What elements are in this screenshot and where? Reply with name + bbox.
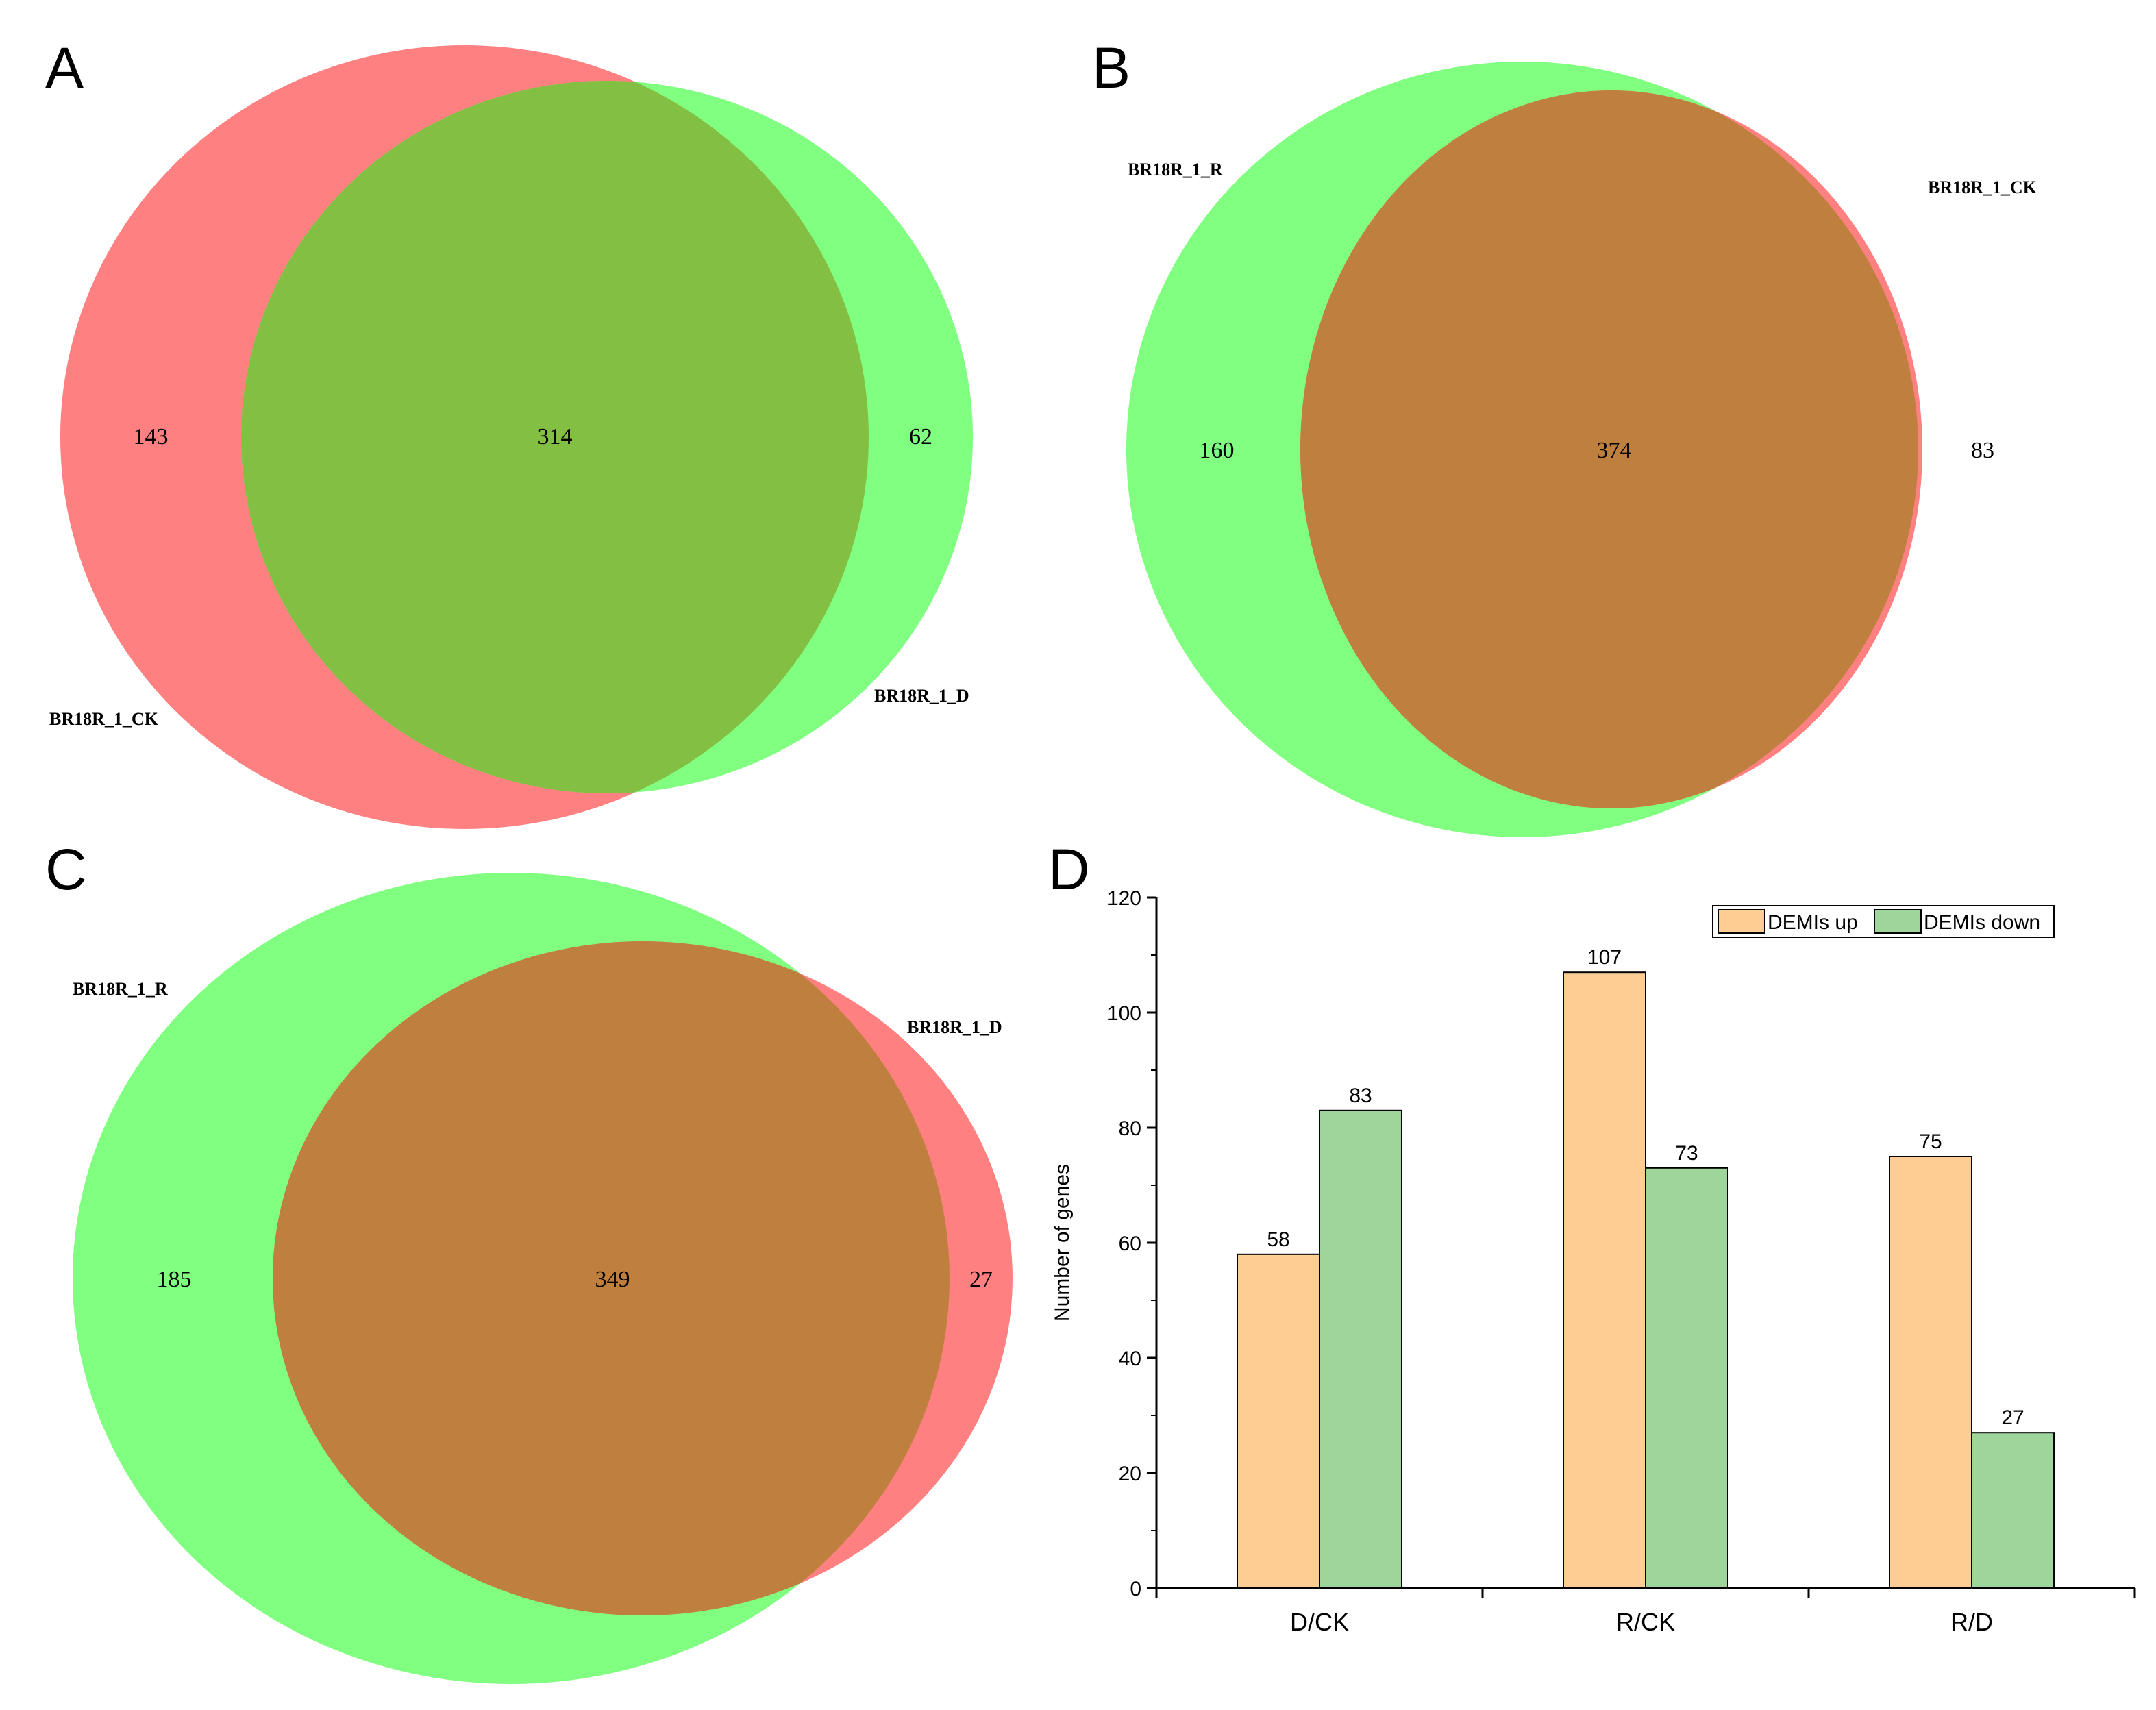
bar-demis-down [1319, 1109, 1402, 1589]
legend-label-down: DEMIs down [1924, 911, 2040, 934]
venn-a-overlap-count: 314 [538, 424, 573, 449]
y-tick-label: 60 [1119, 1232, 1141, 1255]
y-axis-label: Number of genes [1051, 1164, 1074, 1322]
venn-c-right-label: BR18R_1_D [907, 1017, 1002, 1037]
bar-chart-panel-d: D Number of genes 0 20 40 60 80 100 120 58 83 10… [1048, 837, 2136, 1636]
venn-c-right-count: 27 [969, 1267, 993, 1292]
bar-value-label: 75 [1919, 1130, 1942, 1153]
bar-demis-down [1971, 1432, 2055, 1589]
panel-letter-a: A [45, 36, 84, 100]
y-tick-label: 40 [1119, 1348, 1141, 1370]
x-ticks [1155, 1588, 2136, 1598]
y-tick-label: 80 [1119, 1117, 1141, 1140]
x-category-label: D/CK [1290, 1608, 1349, 1636]
venn-panel-b: B 160 374 83 BR18R_1_R BR18R_1_CK [1092, 36, 2037, 837]
venn-a-left-label: BR18R_1_CK [49, 709, 159, 729]
bar-demis-down [1645, 1167, 1728, 1589]
legend: DEMIs up DEMIs down [1712, 905, 2055, 938]
panel-letter-d: D [1048, 837, 1090, 902]
y-tick-label: 120 [1107, 887, 1141, 910]
y-ticks: 0 20 40 60 80 100 120 [1107, 887, 1156, 1600]
venn-a-right-label: BR18R_1_D [874, 686, 969, 706]
y-tick-label: 100 [1107, 1002, 1141, 1025]
y-tick-label: 20 [1119, 1463, 1141, 1485]
bar-value-label: 27 [2001, 1407, 2024, 1429]
venn-panel-c: C 185 349 27 BR18R_1_R BR18R_1_D [45, 837, 1013, 1684]
venn-panel-a: A 143 314 62 BR18R_1_CK BR18R_1_D [45, 36, 973, 829]
legend-label-up: DEMIs up [1768, 911, 1858, 934]
bar-value-label: 107 [1587, 946, 1622, 969]
legend-swatch-down [1874, 909, 1922, 934]
bar-demis-up [1889, 1156, 1972, 1589]
venn-a-left-count: 143 [134, 424, 169, 449]
bar-demis-up [1563, 971, 1646, 1589]
panel-letter-c: C [45, 837, 87, 902]
bar-value-label: 73 [1675, 1142, 1698, 1165]
x-category-label: R/CK [1616, 1608, 1675, 1636]
venn-c-left-count: 185 [157, 1267, 192, 1292]
venn-b-overlap-count: 374 [1597, 438, 1632, 463]
category-labels: D/CK R/CK R/D [1290, 1608, 1993, 1636]
venn-c-overlap-count: 349 [595, 1267, 630, 1292]
bar-value-label: 83 [1349, 1085, 1372, 1107]
panel-letter-b: B [1092, 36, 1130, 100]
bar-value-label: 58 [1267, 1228, 1289, 1251]
venn-b-left-count: 160 [1200, 438, 1235, 463]
venn-a-right-count: 62 [909, 424, 932, 449]
bar-demis-up [1237, 1253, 1320, 1589]
venn-b-right-count: 83 [1971, 438, 1994, 463]
venn-b-right-label: BR18R_1_CK [1928, 177, 2037, 197]
x-category-label: R/D [1950, 1608, 1993, 1636]
legend-swatch-up [1718, 909, 1765, 934]
venn-c-left-label: BR18R_1_R [73, 979, 168, 999]
y-tick-label: 0 [1130, 1578, 1141, 1600]
bar-labels: 58 83 107 73 75 27 [1267, 946, 2024, 1429]
venn-b-left-label: BR18R_1_R [1128, 160, 1223, 179]
bars [1237, 971, 2055, 1589]
